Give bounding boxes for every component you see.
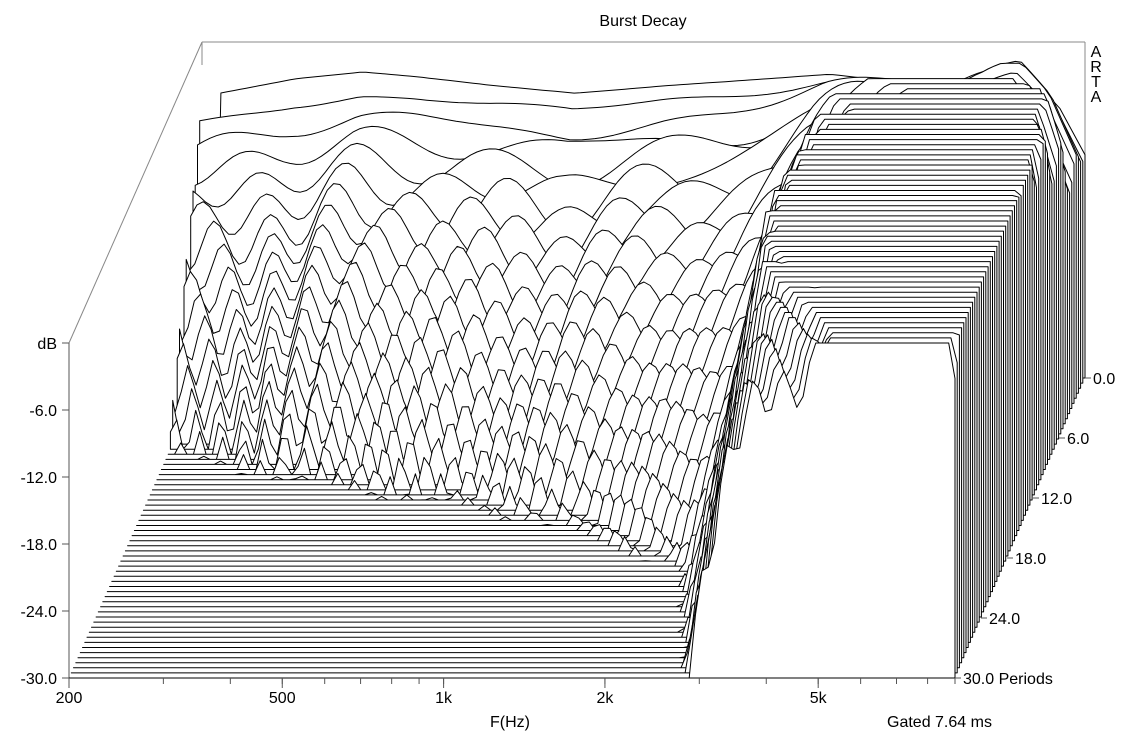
y-tick-label: dB [37, 336, 57, 353]
y-tick-label: -30.0 [21, 671, 58, 688]
y-tick-label: -6.0 [29, 403, 57, 420]
z-tick-label: 24.0 [989, 611, 1020, 628]
z-tick-label: 18.0 [1015, 551, 1046, 568]
z-tick-label: 12.0 [1041, 491, 1072, 508]
z-tick-label: 30.0 Periods [963, 671, 1053, 688]
left-diagonal-edge [68, 41, 203, 344]
footer-note: Gated 7.64 ms [887, 714, 992, 731]
watermark-letter: A [1091, 44, 1102, 61]
chart-title: Burst Decay [599, 13, 686, 30]
z-axis-ticks: 0.0 6.0 12.0 18.0 24.0 30.0 Periods [955, 371, 1115, 688]
x-tick-label: 5k [810, 690, 828, 707]
watermark-letter: R [1090, 59, 1102, 76]
x-tick-label: 2k [596, 690, 614, 707]
y-axis-ticks: dB -6.0 -12.0 -18.0 -24.0 -30.0 [21, 336, 69, 688]
x-tick-label: 500 [269, 690, 296, 707]
chart-labels: Burst Decay F(Hz) Gated 7.64 ms [490, 13, 992, 731]
decay-slice [68, 342, 956, 679]
z-tick-label: 0.0 [1093, 371, 1115, 388]
x-axis-label: F(Hz) [490, 714, 530, 731]
y-tick-label: -24.0 [21, 604, 58, 621]
watermark-letter: A [1091, 89, 1102, 106]
z-tick-label: 6.0 [1067, 431, 1089, 448]
y-tick-label: -18.0 [21, 537, 58, 554]
waterfall-slices [68, 60, 1086, 679]
watermark-letter: T [1091, 74, 1101, 91]
x-axis-ticks: 200 500 1k 2k 5k [56, 678, 956, 707]
y-tick-label: -12.0 [21, 470, 58, 487]
x-tick-label: 1k [435, 690, 453, 707]
x-tick-label: 200 [56, 690, 83, 707]
